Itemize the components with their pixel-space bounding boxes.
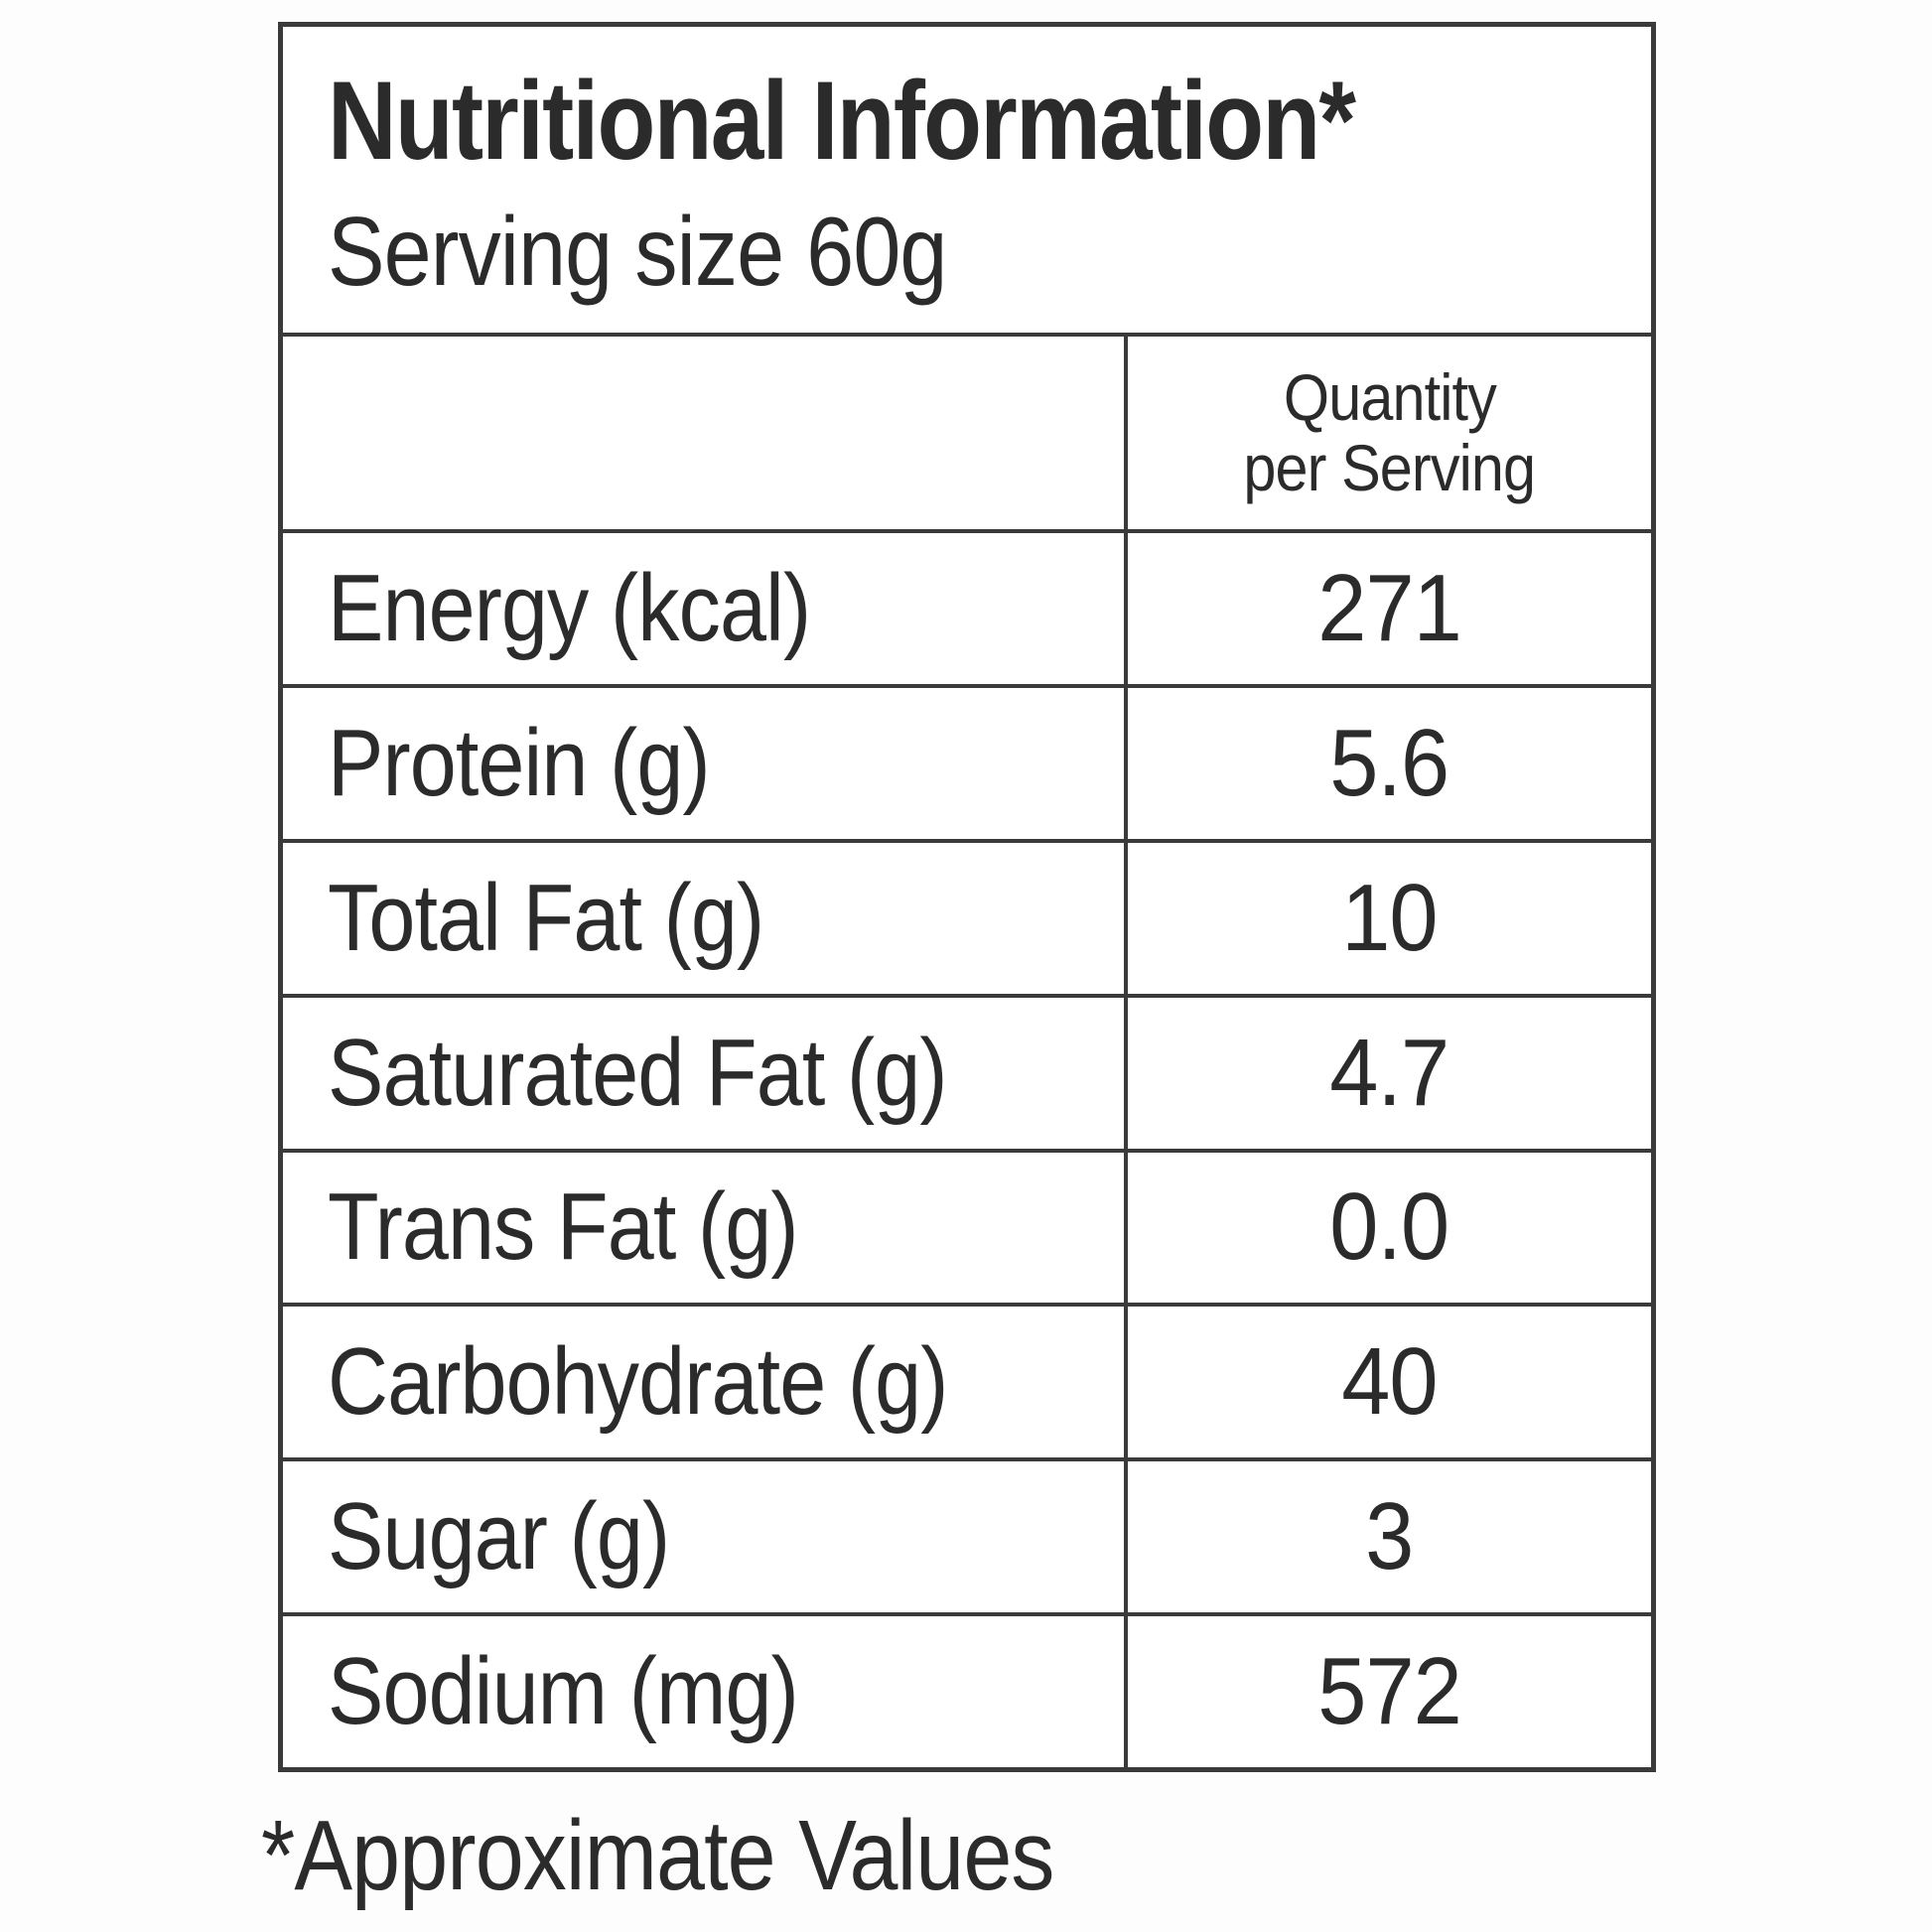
table-row-label-saturated-fat: Saturated Fat (g)	[283, 993, 1124, 1149]
table-row-value-sugar: 3	[1124, 1457, 1651, 1613]
nutrient-value: 3	[1365, 1483, 1414, 1590]
table-row-value-sodium: 572	[1124, 1612, 1651, 1767]
quantity-header-line1: Quantity	[1283, 359, 1496, 434]
serving-size-text: Serving size 60g	[328, 197, 947, 306]
nutrient-value: 572	[1317, 1638, 1462, 1745]
nutrient-value: 10	[1341, 864, 1438, 971]
nutrient-value: 40	[1341, 1328, 1438, 1436]
table-row-label-carbohydrate: Carbohydrate (g)	[283, 1303, 1124, 1457]
nutrition-facts-table: Nutritional Information* Serving size 60…	[278, 22, 1656, 1772]
nutrient-label: Protein (g)	[328, 709, 711, 816]
table-row-value-saturated-fat: 4.7	[1124, 993, 1651, 1149]
nutrient-label: Trans Fat (g)	[328, 1173, 798, 1281]
table-row-value-trans-fat: 0.0	[1124, 1148, 1651, 1304]
nutrient-value: 271	[1317, 554, 1462, 661]
nutrient-value: 5.6	[1329, 709, 1449, 816]
nutrient-label: Energy (kcal)	[328, 554, 811, 661]
nutrient-label: Sugar (g)	[328, 1483, 670, 1590]
page-title: Nutritional Information*	[328, 59, 1356, 183]
nutrient-label: Sodium (mg)	[328, 1638, 799, 1745]
quantity-column-header: Quantity per Serving	[1124, 333, 1651, 529]
table-row-value-energy: 271	[1124, 529, 1651, 684]
quantity-header-line2: per Serving	[1243, 431, 1537, 504]
table-row-label-trans-fat: Trans Fat (g)	[283, 1148, 1124, 1304]
table-row-label-sodium: Sodium (mg)	[283, 1612, 1124, 1767]
table-row-value-total-fat: 10	[1124, 838, 1651, 994]
empty-header-cell	[283, 333, 1124, 529]
nutrient-label: Total Fat (g)	[328, 864, 764, 971]
table-row-label-protein: Protein (g)	[283, 683, 1124, 839]
approximate-values-footnote: *Approximate Values	[261, 1800, 1054, 1911]
table-row-label-energy: Energy (kcal)	[283, 529, 1124, 684]
nutrient-value: 4.7	[1329, 1019, 1449, 1126]
nutrient-value: 0.0	[1329, 1173, 1449, 1281]
table-row-label-total-fat: Total Fat (g)	[283, 838, 1124, 994]
table-title-block: Nutritional Information* Serving size 60…	[283, 27, 1651, 333]
nutrient-label: Carbohydrate (g)	[328, 1328, 948, 1436]
table-row-value-protein: 5.6	[1124, 683, 1651, 839]
table-row-value-carbohydrate: 40	[1124, 1303, 1651, 1458]
nutrient-label: Saturated Fat (g)	[328, 1019, 948, 1126]
table-row-label-sugar: Sugar (g)	[283, 1457, 1124, 1612]
